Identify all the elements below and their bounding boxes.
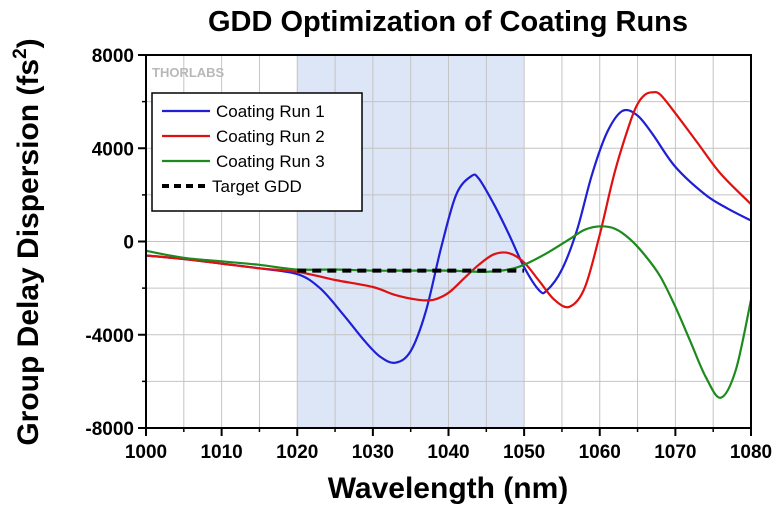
series-line-2 xyxy=(146,91,751,309)
y-tick-label: -8000 xyxy=(85,419,134,440)
y-tick-label: 8000 xyxy=(92,46,134,67)
plot-area: 1000 1010 1020 1030 1040 1050 1060 1070 1080 -800… xyxy=(85,46,772,463)
y-tick-label: -4000 xyxy=(85,326,134,347)
y-tick-label: 0 xyxy=(123,233,134,254)
x-tick-label: 1080 xyxy=(730,442,772,463)
x-tick-label: 1060 xyxy=(579,442,621,463)
thorlabs-logo xyxy=(150,64,230,80)
y-axis-label-sup: 2 xyxy=(10,48,31,59)
x-tick-label: 1040 xyxy=(427,442,469,463)
series-line-1 xyxy=(146,108,751,364)
y-axis-label-close: ) xyxy=(12,38,45,48)
x-tick-label: 1070 xyxy=(654,442,696,463)
x-tick-label: 1010 xyxy=(200,442,242,463)
legend-label-2: Coating Run 2 xyxy=(216,127,325,146)
x-tick-label: 1030 xyxy=(352,442,394,463)
y-tick-label: 4000 xyxy=(92,139,134,160)
series-group xyxy=(146,91,751,399)
x-tick-label: 1020 xyxy=(276,442,318,463)
x-tick-label: 1000 xyxy=(125,442,167,463)
chart-title: GDD Optimization of Coating Runs xyxy=(208,6,688,38)
y-axis-label-main: Group Delay Dispersion (fs xyxy=(12,59,45,446)
legend-box xyxy=(151,92,363,212)
y-axis-label: Group Delay Dispersion (fs2) xyxy=(10,38,45,445)
legend-label-1: Coating Run 1 xyxy=(216,102,325,121)
legend-label-4: Target GDD xyxy=(212,177,302,196)
legend: Coating Run 1 Coating Run 2 Coating Run 3 T… xyxy=(151,92,363,212)
x-tick-label: 1050 xyxy=(503,442,545,463)
legend-label-3: Coating Run 3 xyxy=(216,152,325,171)
x-axis-label: Wavelength (nm) xyxy=(328,472,569,505)
